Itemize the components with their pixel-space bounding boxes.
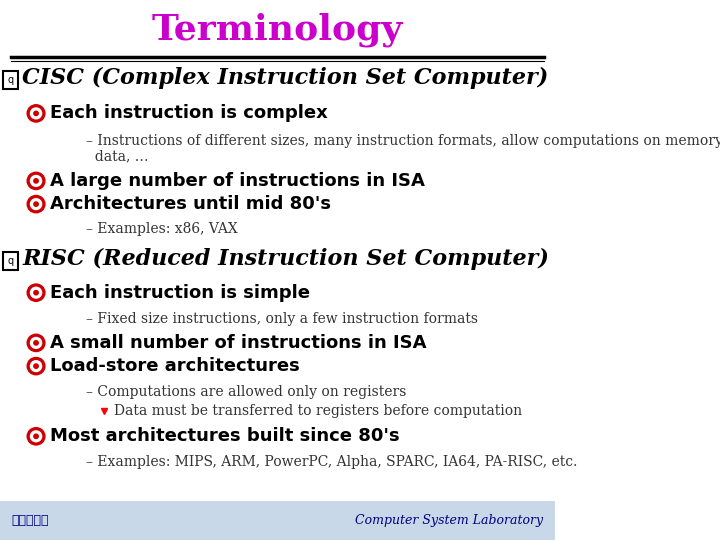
Text: CISC (Complex Instruction Set Computer): CISC (Complex Instruction Set Computer) <box>22 68 549 89</box>
Circle shape <box>34 111 38 116</box>
Text: 高麗大學校: 高麗大學校 <box>11 514 48 527</box>
Circle shape <box>34 179 38 183</box>
Text: Data must be transferred to registers before computation: Data must be transferred to registers be… <box>114 404 522 418</box>
Text: RISC (Reduced Instruction Set Computer): RISC (Reduced Instruction Set Computer) <box>22 248 549 270</box>
Circle shape <box>27 428 45 445</box>
Circle shape <box>30 287 42 298</box>
Text: Each instruction is complex: Each instruction is complex <box>50 104 328 123</box>
Circle shape <box>27 284 45 301</box>
Circle shape <box>27 105 45 122</box>
Circle shape <box>34 291 38 295</box>
Text: Terminology: Terminology <box>152 12 403 47</box>
FancyBboxPatch shape <box>3 252 18 270</box>
Text: A small number of instructions in ISA: A small number of instructions in ISA <box>50 334 426 352</box>
Circle shape <box>30 199 42 210</box>
Circle shape <box>27 172 45 190</box>
Circle shape <box>34 434 38 438</box>
Text: – Instructions of different sizes, many instruction formats, allow computations : – Instructions of different sizes, many … <box>86 134 720 149</box>
Text: – Examples: MIPS, ARM, PowerPC, Alpha, SPARC, IA64, PA-RISC, etc.: – Examples: MIPS, ARM, PowerPC, Alpha, S… <box>86 455 577 469</box>
FancyBboxPatch shape <box>0 501 554 540</box>
Text: – Fixed size instructions, only a few instruction formats: – Fixed size instructions, only a few in… <box>86 312 478 326</box>
Circle shape <box>30 361 42 372</box>
Circle shape <box>30 431 42 442</box>
Circle shape <box>27 334 45 352</box>
Text: q: q <box>7 75 14 85</box>
Text: Load-store architectures: Load-store architectures <box>50 357 300 375</box>
Circle shape <box>30 108 42 119</box>
Text: q: q <box>7 256 14 266</box>
Text: Computer System Laboratory: Computer System Laboratory <box>356 514 544 527</box>
Circle shape <box>34 202 38 206</box>
Text: data, …: data, … <box>86 150 148 164</box>
Text: Most architectures built since 80's: Most architectures built since 80's <box>50 427 400 446</box>
Text: – Examples: x86, VAX: – Examples: x86, VAX <box>86 222 238 237</box>
Text: – Computations are allowed only on registers: – Computations are allowed only on regis… <box>86 385 406 399</box>
FancyBboxPatch shape <box>3 71 18 89</box>
Circle shape <box>30 176 42 186</box>
Text: Architectures until mid 80's: Architectures until mid 80's <box>50 195 331 213</box>
Circle shape <box>27 357 45 375</box>
Text: A large number of instructions in ISA: A large number of instructions in ISA <box>50 172 425 190</box>
Circle shape <box>30 338 42 348</box>
Circle shape <box>34 341 38 345</box>
Circle shape <box>34 364 38 368</box>
Circle shape <box>27 195 45 213</box>
Text: Each instruction is simple: Each instruction is simple <box>50 284 310 302</box>
